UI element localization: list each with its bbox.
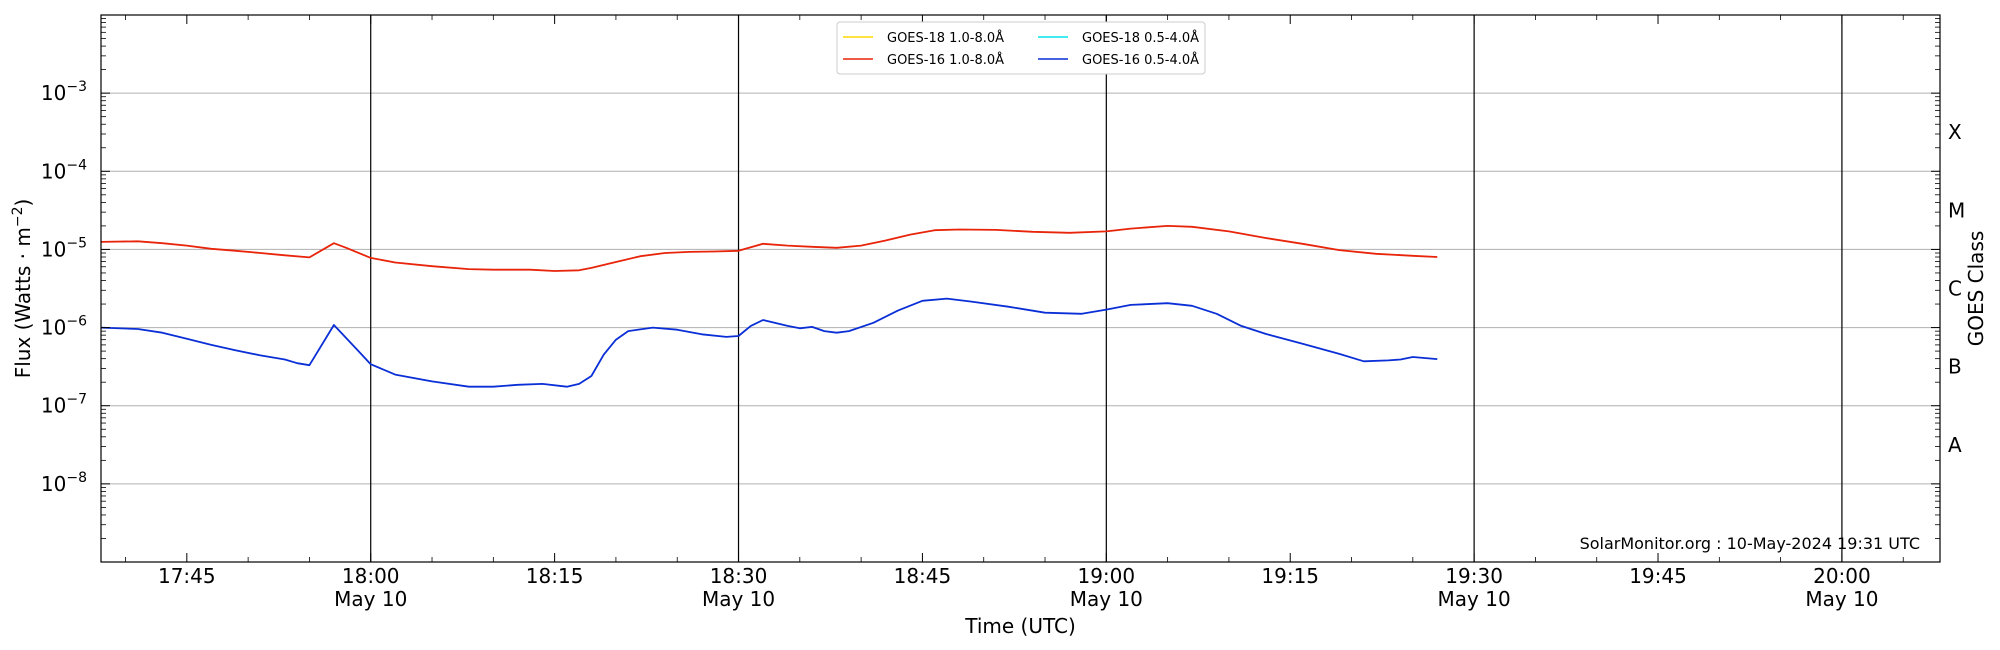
x-tick-label: 19:00 — [1077, 564, 1135, 588]
series-line — [100, 224, 1438, 272]
y-tick-label: 10−8 — [41, 470, 87, 496]
legend-box — [836, 21, 1206, 75]
goes-class-label: C — [1948, 277, 1962, 301]
credit-text: SolarMonitor.org : 10-May-2024 19:31 UTC — [1580, 534, 1920, 553]
y-tick-label: 10−3 — [41, 79, 87, 105]
x-tick-label: 20:00 — [1813, 564, 1871, 588]
x-tick-date-label: May 10 — [1070, 587, 1143, 611]
y-tick-label: 10−7 — [41, 392, 87, 418]
x-axis-title: Time (UTC) — [964, 614, 1076, 638]
goes-class-label: M — [1948, 198, 1965, 222]
x-tick-label: 18:45 — [894, 564, 952, 588]
x-tick-label: 19:45 — [1629, 564, 1687, 588]
x-tick-date-label: May 10 — [334, 587, 407, 611]
x-tick-label: 18:30 — [710, 564, 768, 588]
legend-label: GOES-18 0.5-4.0Å — [1082, 30, 1199, 46]
goes-class-axis-title: GOES Class — [1964, 231, 1988, 347]
series-line — [100, 297, 1438, 388]
y-tick-label: 10−4 — [41, 157, 87, 183]
grid-layer — [101, 92, 1940, 485]
x-tick-label: 18:00 — [342, 564, 400, 588]
legend-label: GOES-16 0.5-4.0Å — [1082, 52, 1199, 68]
series-layer — [100, 224, 1438, 388]
x-tick-label: 17:45 — [158, 564, 216, 588]
x-tick-date-label: May 10 — [1805, 587, 1878, 611]
x-tick-label: 19:30 — [1445, 564, 1503, 588]
x-tick-label: 19:15 — [1261, 564, 1319, 588]
y-axis-title: Flux (Watts · m−2) — [10, 199, 35, 379]
day-lines — [370, 15, 1843, 562]
plot-frame — [100, 14, 1941, 563]
y-axis-label: Flux (Watts · m−2) — [10, 199, 35, 379]
x-tick-label: 18:15 — [526, 564, 584, 588]
legend: GOES-18 1.0-8.0Å GOES-18 0.5-4.0Å GOES-16 … — [836, 21, 1206, 75]
x-tick-date-label: May 10 — [702, 587, 775, 611]
goes-class-label: B — [1948, 355, 1962, 379]
x-tick-date-label: May 10 — [1438, 587, 1511, 611]
goes-class-label: X — [1948, 120, 1962, 144]
legend-label: GOES-18 1.0-8.0Å — [887, 30, 1004, 46]
goes-class-label: A — [1948, 433, 1962, 457]
legend-label: GOES-16 1.0-8.0Å — [887, 52, 1004, 68]
y-tick-label: 10−5 — [41, 235, 87, 261]
y-tick-label: 10−6 — [41, 314, 87, 340]
